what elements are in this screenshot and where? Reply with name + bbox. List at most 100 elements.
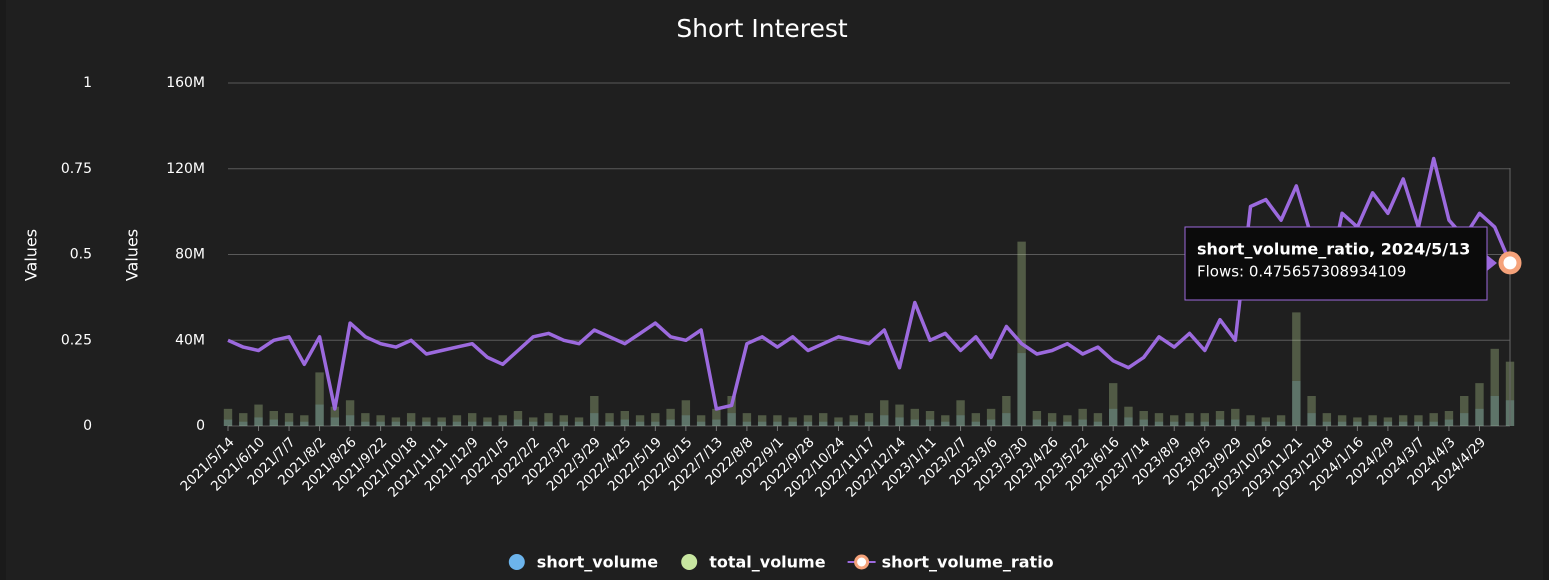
- bar: [1170, 415, 1179, 426]
- bar: [1032, 410, 1042, 426]
- line: [227, 156, 1512, 411]
- bar: [757, 415, 767, 426]
- bar: [269, 410, 278, 426]
- legend-marker: [681, 554, 698, 570]
- bar: [437, 417, 446, 426]
- bar: [1093, 413, 1103, 426]
- bar: [895, 417, 904, 426]
- bar: [1261, 421, 1271, 426]
- bar: [1322, 413, 1332, 426]
- bar: [696, 421, 706, 426]
- bar: [971, 413, 981, 426]
- bar: [666, 419, 675, 426]
- bar: [376, 421, 385, 426]
- bar: [1047, 421, 1057, 426]
- y2-tick-label: 1: [83, 75, 92, 91]
- bar: [574, 421, 584, 426]
- y-tick-label: 120M: [166, 161, 205, 177]
- bar: [910, 408, 919, 426]
- bar: [986, 408, 996, 426]
- bar: [300, 415, 309, 426]
- tooltip-arrow: [1487, 255, 1497, 271]
- bar: [223, 419, 233, 426]
- bar: [834, 421, 843, 426]
- bar: [681, 415, 691, 426]
- bar: [1353, 417, 1362, 426]
- bar: [239, 413, 248, 426]
- y2-axis-title: Values: [22, 229, 41, 281]
- bar: [1002, 413, 1011, 426]
- bar: [590, 395, 599, 426]
- bar: [1170, 421, 1179, 426]
- bar: [956, 415, 965, 426]
- y-tick-label: 40M: [175, 332, 205, 348]
- bar: [269, 419, 278, 426]
- bar: [452, 415, 462, 426]
- bar: [529, 417, 538, 426]
- bar: [559, 415, 568, 426]
- bar: [1414, 421, 1423, 426]
- bar: [1093, 421, 1103, 426]
- bar: [483, 421, 492, 426]
- bar: [1154, 413, 1164, 426]
- bar: [590, 413, 599, 426]
- bar: [1276, 421, 1286, 426]
- chart-title: Short Interest: [676, 14, 848, 43]
- bar: [666, 408, 675, 426]
- bar: [1185, 413, 1194, 426]
- bar: [544, 413, 553, 426]
- bar: [635, 415, 645, 426]
- bar: [1429, 413, 1438, 426]
- bar: [986, 419, 996, 426]
- bar: [605, 413, 614, 426]
- bar: [773, 415, 782, 426]
- y-tick-label: 80M: [175, 247, 205, 263]
- bar: [1460, 395, 1469, 426]
- bar: [559, 421, 568, 426]
- bar: [1368, 415, 1377, 426]
- bar: [925, 419, 935, 426]
- bar: [1215, 410, 1225, 426]
- bar: [1292, 380, 1301, 426]
- bar: [742, 421, 752, 426]
- bar: [1002, 395, 1011, 426]
- bar: [849, 415, 858, 426]
- bar: [1490, 395, 1499, 426]
- bar: [1307, 395, 1316, 426]
- bar: [788, 421, 797, 426]
- bar: [1383, 417, 1393, 426]
- bar: [880, 415, 889, 426]
- bar: [1063, 421, 1072, 426]
- bar: [574, 417, 584, 426]
- bar: [849, 421, 858, 426]
- bar: [315, 372, 324, 426]
- bar: [361, 421, 370, 426]
- hover-point: [1498, 251, 1522, 275]
- bar: [483, 417, 492, 426]
- bar: [529, 421, 538, 426]
- y2-tick-label: 0.25: [61, 332, 92, 348]
- bar: [742, 413, 752, 426]
- bar: [1383, 421, 1393, 426]
- bar: [300, 421, 309, 426]
- y-tick-label: 0: [196, 418, 205, 434]
- bar: [1215, 419, 1225, 426]
- bar: [422, 417, 431, 426]
- bar: [406, 421, 416, 426]
- bar: [1414, 415, 1423, 426]
- bar: [1200, 413, 1209, 426]
- bar: [1047, 413, 1057, 426]
- bar: [1032, 419, 1042, 426]
- bar: [803, 421, 813, 426]
- bar: [681, 400, 691, 426]
- bar: [361, 413, 370, 426]
- bar: [406, 413, 416, 426]
- bar: [513, 410, 523, 426]
- bar: [1261, 417, 1271, 426]
- bar: [864, 421, 874, 426]
- bar: [773, 421, 782, 426]
- legend-label: short_volume: [537, 553, 658, 572]
- bar: [834, 417, 843, 426]
- bar: [1078, 408, 1087, 426]
- bar: [422, 421, 431, 426]
